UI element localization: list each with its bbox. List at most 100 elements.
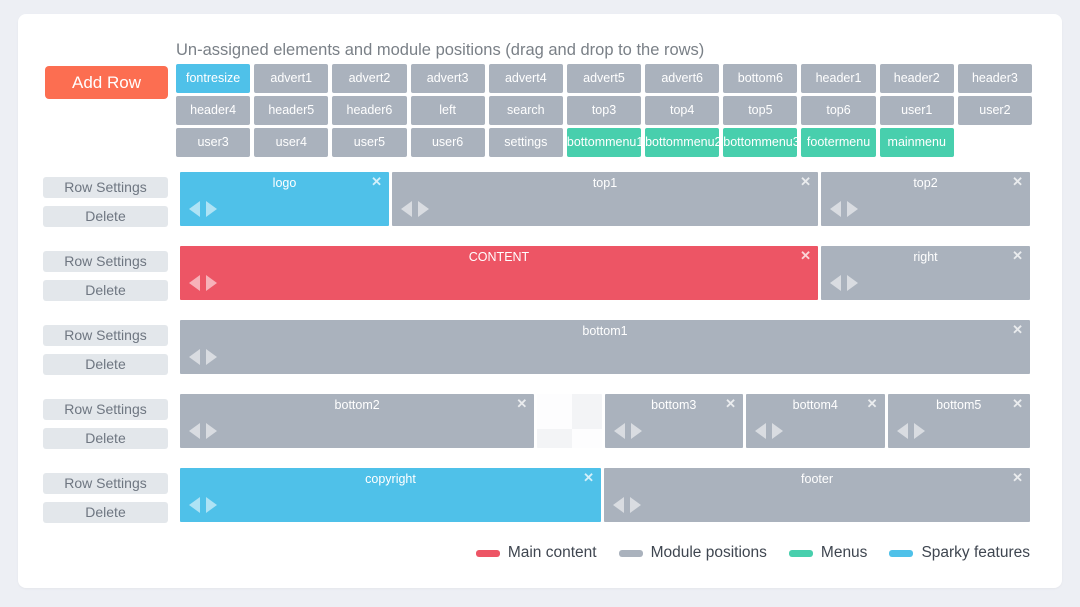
module-block-logo[interactable]: logo ✕ <box>180 172 389 226</box>
move-left-icon[interactable] <box>189 423 200 439</box>
close-icon[interactable]: ✕ <box>371 174 382 189</box>
close-icon[interactable]: ✕ <box>1012 470 1023 485</box>
unassigned-item-user2[interactable]: user2 <box>957 96 1032 125</box>
move-left-icon[interactable] <box>189 349 200 365</box>
close-icon[interactable]: ✕ <box>800 174 811 189</box>
unassigned-item-advert2[interactable]: advert2 <box>332 64 407 93</box>
move-left-icon[interactable] <box>896 423 908 439</box>
empty-drop-zone[interactable] <box>537 394 602 448</box>
unassigned-item-left[interactable]: left <box>410 96 485 125</box>
unassigned-item-advert5[interactable]: advert5 <box>566 64 642 93</box>
close-icon[interactable]: ✕ <box>1012 322 1023 337</box>
unassigned-item-top5[interactable]: top5 <box>723 96 798 125</box>
close-icon[interactable]: ✕ <box>1012 248 1023 263</box>
unassigned-item-advert6[interactable]: advert6 <box>645 64 720 93</box>
move-right-icon[interactable] <box>913 423 925 439</box>
move-left-icon[interactable] <box>755 423 766 439</box>
module-block-top1[interactable]: top1 ✕ <box>392 172 818 226</box>
row-settings-button[interactable]: Row Settings <box>43 325 168 346</box>
module-block-label: footer <box>801 472 833 486</box>
unassigned-item-user1[interactable]: user1 <box>879 96 954 125</box>
close-icon[interactable]: ✕ <box>1012 396 1024 411</box>
close-icon[interactable]: ✕ <box>800 248 811 263</box>
unassigned-item-bottom6[interactable]: bottom6 <box>723 64 798 93</box>
unassigned-title: Un-assigned elements and module position… <box>176 41 705 59</box>
move-left-icon[interactable] <box>189 275 200 291</box>
close-icon[interactable]: ✕ <box>516 396 528 411</box>
close-icon[interactable]: ✕ <box>725 396 736 411</box>
module-block-bottom1[interactable]: bottom1 ✕ <box>180 320 1030 374</box>
unassigned-item-header1[interactable]: header1 <box>801 64 876 93</box>
module-block-copyright[interactable]: copyright ✕ <box>180 468 601 522</box>
move-right-icon[interactable] <box>847 201 858 217</box>
legend-label: Module positions <box>650 544 767 561</box>
layout-row-3: bottom1 ✕ <box>180 320 1030 374</box>
move-left-icon[interactable] <box>613 423 625 439</box>
move-right-icon[interactable] <box>206 349 217 365</box>
move-left-icon[interactable] <box>189 497 200 513</box>
module-block-right[interactable]: right ✕ <box>821 246 1030 300</box>
row-settings-button[interactable]: Row Settings <box>43 177 168 198</box>
unassigned-item-user4[interactable]: user4 <box>254 128 329 157</box>
unassigned-item-advert4[interactable]: advert4 <box>488 64 563 93</box>
unassigned-item-advert3[interactable]: advert3 <box>410 64 485 93</box>
module-block-label: right <box>913 250 938 264</box>
move-right-icon[interactable] <box>772 423 783 439</box>
row-settings-button[interactable]: Row Settings <box>43 473 168 494</box>
move-right-icon[interactable] <box>630 423 642 439</box>
move-right-icon[interactable] <box>206 497 217 513</box>
unassigned-item-header6[interactable]: header6 <box>332 96 407 125</box>
unassigned-item-top3[interactable]: top3 <box>566 96 642 125</box>
legend-item-content: Main content <box>475 544 597 562</box>
module-block-label: bottom3 <box>651 398 697 412</box>
move-right-icon[interactable] <box>206 423 217 439</box>
delete-row-button[interactable]: Delete <box>43 502 168 523</box>
delete-row-button[interactable]: Delete <box>43 354 168 375</box>
unassigned-item-top4[interactable]: top4 <box>645 96 720 125</box>
unassigned-item-advert1[interactable]: advert1 <box>254 64 329 93</box>
unassigned-item-header2[interactable]: header2 <box>879 64 954 93</box>
move-left-icon[interactable] <box>189 201 200 217</box>
move-left-icon[interactable] <box>830 201 841 217</box>
resize-arrows <box>896 423 925 439</box>
module-block-content[interactable]: CONTENT ✕ <box>180 246 818 300</box>
unassigned-item-search[interactable]: search <box>488 96 563 125</box>
add-row-button[interactable]: Add Row <box>45 66 168 99</box>
move-right-icon[interactable] <box>206 275 217 291</box>
row-settings-button[interactable]: Row Settings <box>43 399 168 420</box>
unassigned-item-bottommenu1[interactable]: bottommenu1 <box>566 128 642 157</box>
close-icon[interactable]: ✕ <box>583 470 594 485</box>
close-icon[interactable]: ✕ <box>1012 174 1023 189</box>
unassigned-item-user5[interactable]: user5 <box>332 128 407 157</box>
row-settings-button[interactable]: Row Settings <box>43 251 168 272</box>
unassigned-item-footermenu[interactable]: footermenu <box>801 128 876 157</box>
move-left-icon[interactable] <box>613 497 624 513</box>
module-block-bottom3[interactable]: bottom3 ✕ <box>604 394 743 448</box>
unassigned-item-header4[interactable]: header4 <box>176 96 251 125</box>
delete-row-button[interactable]: Delete <box>43 280 168 301</box>
module-block-bottom4[interactable]: bottom4 ✕ <box>746 394 885 448</box>
delete-row-button[interactable]: Delete <box>43 206 168 227</box>
unassigned-item-mainmenu[interactable]: mainmenu <box>879 128 954 157</box>
module-block-footer[interactable]: footer ✕ <box>604 468 1030 522</box>
delete-row-button[interactable]: Delete <box>43 428 168 449</box>
module-block-bottom2[interactable]: bottom2 ✕ <box>180 394 535 448</box>
move-left-icon[interactable] <box>830 275 841 291</box>
module-block-top2[interactable]: top2 ✕ <box>821 172 1030 226</box>
unassigned-item-top6[interactable]: top6 <box>801 96 876 125</box>
move-left-icon[interactable] <box>401 201 412 217</box>
unassigned-item-header5[interactable]: header5 <box>254 96 329 125</box>
unassigned-item-user3[interactable]: user3 <box>176 128 251 157</box>
move-right-icon[interactable] <box>206 201 217 217</box>
module-block-bottom5[interactable]: bottom5 ✕ <box>887 394 1031 448</box>
close-icon[interactable]: ✕ <box>866 396 878 411</box>
unassigned-item-settings[interactable]: settings <box>488 128 563 157</box>
unassigned-item-header3[interactable]: header3 <box>957 64 1032 93</box>
move-right-icon[interactable] <box>847 275 858 291</box>
move-right-icon[interactable] <box>418 201 429 217</box>
unassigned-item-user6[interactable]: user6 <box>410 128 485 157</box>
move-right-icon[interactable] <box>630 497 641 513</box>
unassigned-item-bottommenu3[interactable]: bottommenu3 <box>723 128 798 157</box>
unassigned-item-bottommenu2[interactable]: bottommenu2 <box>645 128 720 157</box>
unassigned-item-fontresize[interactable]: fontresize <box>176 64 251 93</box>
